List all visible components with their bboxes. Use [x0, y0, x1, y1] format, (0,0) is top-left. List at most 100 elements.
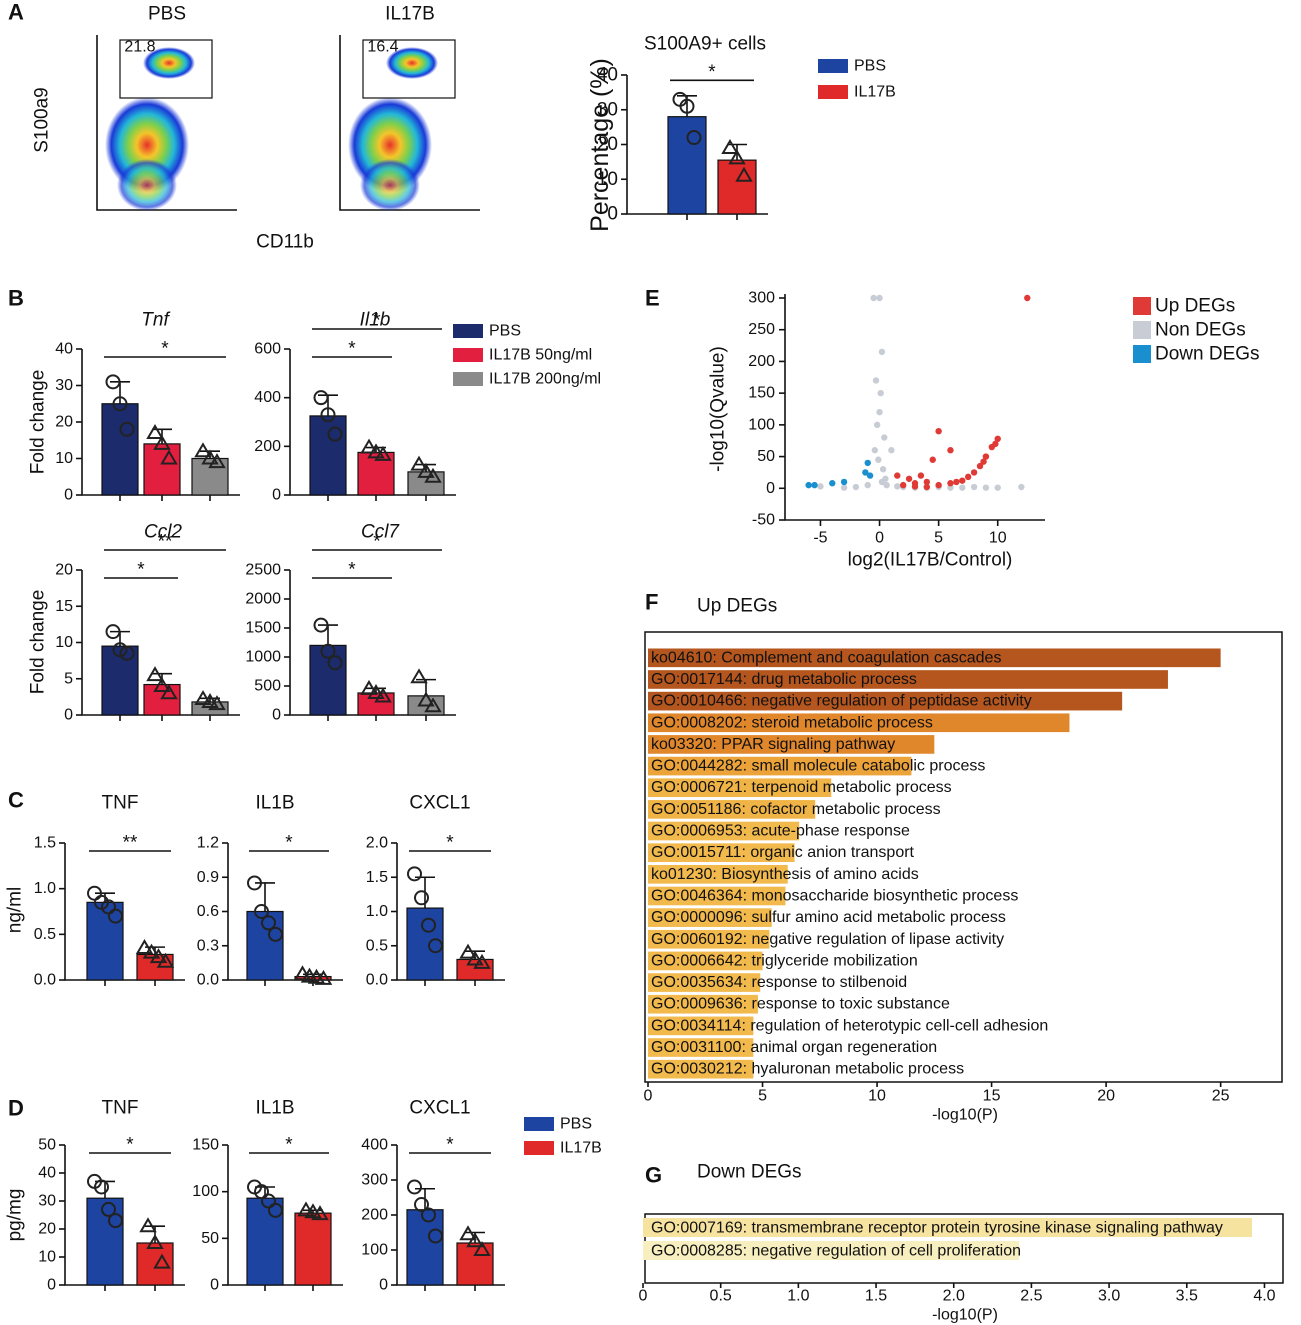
density: [117, 159, 177, 211]
legend-swatch: [524, 1117, 554, 1131]
data-point: [94, 1179, 109, 1195]
gate-value: 16.4: [367, 39, 398, 56]
data-point: [883, 481, 890, 489]
bar: [648, 648, 1221, 668]
data-point: [947, 447, 954, 454]
data-point: [108, 908, 123, 924]
bar: [407, 471, 445, 496]
bar: [648, 865, 788, 884]
data-point: [878, 478, 886, 486]
data-point: [473, 1241, 491, 1256]
y-tick-label: 50: [201, 1230, 219, 1247]
bar-label: GO:0006642: triglyceride mobilization: [651, 952, 918, 969]
bar: [648, 951, 763, 971]
error-bar: [110, 381, 130, 404]
bar: [86, 1197, 124, 1286]
y-tick-label: 250: [748, 321, 775, 338]
bar-label: ko01230: Biosynthesis of amino acids: [651, 866, 919, 883]
y-tick-label: 500: [254, 678, 281, 695]
y-tick-label: 200: [254, 438, 281, 455]
gate: [362, 39, 456, 99]
data-point: [146, 1234, 164, 1249]
data-point: [721, 138, 739, 154]
data-point: [313, 617, 329, 633]
bar-label: GO:0030212: hyaluronan metabolic process: [651, 1061, 964, 1078]
data-point: [153, 1253, 171, 1269]
data-point: [201, 692, 219, 708]
data-point: [466, 950, 484, 966]
legend-swatch: [1133, 321, 1151, 339]
bar-label: GO:0008285: negative regulation of cell …: [651, 1243, 1021, 1260]
panel-label: A: [8, 0, 24, 25]
bar: [456, 1242, 494, 1286]
y-tick-label: -50: [752, 512, 775, 529]
data-point: [970, 469, 978, 476]
bar: [648, 886, 786, 906]
bar-label: GO:0051186: cofactor metabolic process: [651, 801, 941, 818]
data-point: [992, 440, 999, 448]
y-tick-label: 1.0: [366, 903, 388, 920]
y-tick-label: 400: [254, 389, 281, 406]
legend-label: IL17B: [560, 1140, 602, 1157]
data-point: [982, 484, 990, 491]
data-point: [905, 475, 913, 482]
legend-label: PBS: [854, 58, 886, 75]
y-tick-label: 0: [607, 204, 618, 225]
flow-axes: [339, 35, 480, 211]
data-point: [976, 462, 984, 470]
data-point: [119, 645, 135, 661]
data-point: [686, 130, 702, 146]
x-axis-label: log2(IL17B/Control): [848, 550, 1013, 571]
data-point: [864, 459, 871, 467]
data-point: [208, 453, 226, 469]
data-point: [872, 377, 880, 384]
y-tick-label: 0: [766, 480, 775, 497]
error-bar: [303, 1209, 323, 1214]
bar: [648, 691, 1123, 711]
data-point: [410, 668, 428, 684]
data-point: [888, 447, 895, 454]
data-point: [320, 407, 336, 423]
data-point: [410, 455, 428, 471]
data-point: [428, 1228, 443, 1244]
density: [143, 47, 195, 79]
data-point: [201, 449, 219, 465]
y-tick-label: 0.6: [197, 903, 219, 920]
x-tick-label: 0: [639, 1288, 648, 1305]
data-point: [817, 483, 824, 490]
legend-swatch: [818, 85, 848, 99]
x-tick-label: 10: [868, 1088, 886, 1105]
significance-label: *: [285, 833, 293, 854]
gate: [119, 39, 213, 99]
bar: [309, 644, 347, 716]
data-point: [679, 98, 695, 114]
x-tick-label: 10: [989, 530, 1007, 547]
bar: [309, 415, 347, 496]
data-point: [459, 943, 477, 959]
chart-title: TNF: [102, 1098, 139, 1119]
y-tick-label: 150: [192, 1137, 219, 1154]
significance-label: *: [373, 532, 381, 553]
data-point: [261, 1193, 276, 1209]
data-point: [360, 679, 378, 695]
legend-label: IL17B 50ng/ml: [489, 347, 592, 364]
bar-label: GO:0017144: drug metabolic process: [651, 671, 917, 688]
y-tick-label: 150: [748, 385, 775, 402]
data-point: [870, 294, 877, 302]
data-point: [139, 1217, 157, 1233]
data-point: [980, 458, 987, 465]
data-point: [327, 655, 343, 671]
y-tick-label: 200: [748, 353, 775, 370]
bar: [648, 1038, 754, 1057]
data-point: [959, 484, 966, 491]
y-tick-label: 0: [64, 487, 73, 504]
bar-label: GO:0008202: steroid metabolic process: [651, 714, 933, 731]
data-point: [864, 481, 871, 489]
data-point: [407, 1179, 422, 1195]
data-point: [881, 434, 888, 441]
y-tick-label: 1.0: [34, 880, 56, 897]
bar-label: GO:0044282: small molecule catabolic pro…: [651, 758, 985, 775]
significance-label: *: [137, 560, 145, 581]
data-point: [811, 481, 818, 489]
